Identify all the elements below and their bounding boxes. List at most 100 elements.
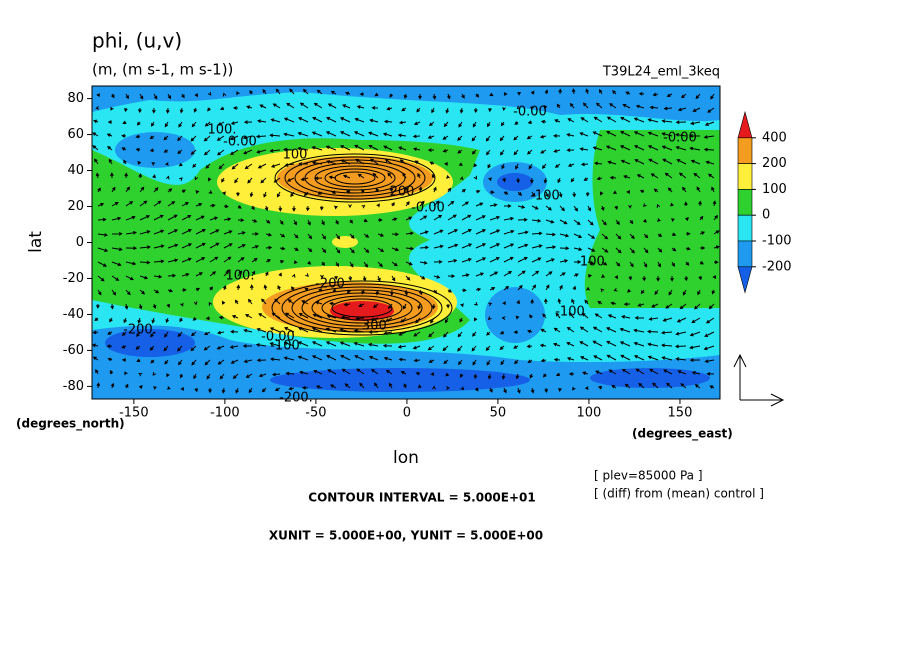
wind-vector <box>709 385 715 389</box>
wind-vector <box>139 215 151 221</box>
wind-vector <box>339 341 351 347</box>
wind-vector <box>167 273 177 278</box>
wind-vector <box>432 93 437 100</box>
wind-vector <box>255 134 267 139</box>
wind-vector <box>97 261 107 267</box>
wind-vector <box>517 284 523 291</box>
wind-vector <box>353 341 365 347</box>
wind-vector <box>433 214 443 221</box>
wind-vector <box>649 105 659 110</box>
wind-vector <box>135 134 141 139</box>
wind-vector <box>610 301 617 306</box>
wind-vector <box>529 373 534 379</box>
y-tick-label: 60 <box>67 127 84 142</box>
wind-vector <box>543 177 548 184</box>
wind-vector <box>376 203 380 208</box>
wind-vector <box>419 200 425 207</box>
wind-vector <box>124 383 129 389</box>
contour-line <box>301 289 423 327</box>
wind-vector <box>398 331 407 336</box>
wind-vector <box>675 357 687 361</box>
wind-vector <box>221 387 226 394</box>
wind-vector <box>566 133 575 137</box>
wind-vector <box>191 121 197 128</box>
wind-vector <box>503 204 512 208</box>
wind-vector <box>335 247 341 254</box>
wind-vector <box>195 215 205 221</box>
wind-vector <box>349 261 354 268</box>
wind-vector <box>388 303 393 310</box>
wind-vector <box>489 190 495 195</box>
wind-vector <box>662 317 673 322</box>
wind-vector <box>539 343 547 348</box>
wind-vector <box>164 121 169 128</box>
wind-vector <box>277 285 281 291</box>
wind-vector <box>433 275 441 279</box>
wind-vector <box>370 317 379 322</box>
wind-vector <box>400 371 407 375</box>
wind-vector <box>447 258 458 263</box>
wind-vector <box>242 344 253 348</box>
wind-vector <box>579 341 589 347</box>
wind-vector <box>704 331 715 337</box>
wind-vector <box>121 331 127 337</box>
wind-vector <box>570 177 575 183</box>
wind-vector <box>279 219 284 225</box>
wind-vector <box>265 219 271 224</box>
wind-vector <box>301 300 309 305</box>
colorbar-segment <box>737 137 753 164</box>
wind-vector <box>111 261 122 267</box>
wind-vector <box>272 103 281 109</box>
wind-vector <box>97 289 102 296</box>
wind-vector <box>334 205 338 210</box>
wind-vector <box>568 312 575 319</box>
wind-vector <box>125 93 129 100</box>
wind-vector <box>661 145 673 151</box>
wind-vector <box>412 134 421 139</box>
wind-vector <box>356 105 365 109</box>
wind-vector <box>600 191 604 196</box>
wind-vector <box>368 131 379 137</box>
wind-vector <box>458 121 463 128</box>
wind-vector <box>567 163 575 167</box>
wind-vector <box>93 119 99 124</box>
y-unit: (degrees_north) <box>16 417 125 432</box>
field-fill <box>105 329 195 357</box>
wind-vector <box>430 372 435 376</box>
wind-vector <box>704 359 715 364</box>
contour-line <box>314 165 396 191</box>
wind-vector <box>265 271 269 277</box>
wind-vector <box>486 359 491 366</box>
wind-vector <box>260 177 267 184</box>
wind-vector <box>153 259 165 264</box>
wind-vector <box>587 205 591 212</box>
wind-vector <box>374 382 379 389</box>
wind-vector <box>703 135 715 139</box>
wind-vector <box>517 230 529 235</box>
wind-vector <box>587 219 594 226</box>
wind-vector <box>96 382 101 389</box>
wind-vector <box>542 313 547 319</box>
contour-line <box>294 159 416 197</box>
wind-vector <box>124 371 128 376</box>
wind-vector <box>391 217 398 222</box>
wind-vector <box>288 386 295 391</box>
wind-vector <box>223 204 229 209</box>
wind-vector <box>354 355 365 361</box>
wind-vector <box>443 162 449 166</box>
y-axis-label: lat <box>26 231 46 253</box>
wind-vector <box>646 329 659 334</box>
wind-vector <box>403 383 408 389</box>
wind-vector <box>345 190 351 194</box>
wind-vector <box>708 303 715 310</box>
annotation: [ (diff) from (mean) control ] <box>594 487 764 501</box>
wind-vector <box>136 331 141 338</box>
wind-vector <box>150 331 155 338</box>
wind-vector <box>648 158 659 165</box>
wind-vector <box>447 93 451 100</box>
wind-vector <box>690 121 701 126</box>
wind-vector <box>652 382 659 389</box>
wind-vector <box>311 146 323 151</box>
contour-line <box>304 162 406 194</box>
wind-vector <box>661 356 673 361</box>
